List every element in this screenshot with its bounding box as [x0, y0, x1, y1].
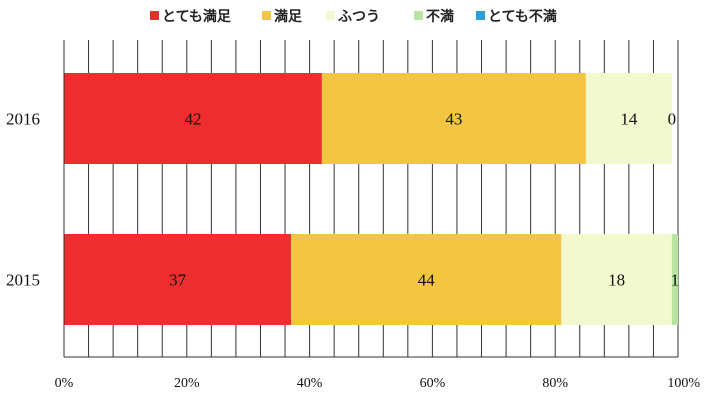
x-tick-label: 40%: [297, 376, 323, 391]
data-labels: 42 43 14 0 37 44 18 1: [169, 110, 679, 290]
bar-segment: [321, 73, 586, 164]
data-label: 1: [671, 271, 680, 290]
data-label: 14: [620, 110, 638, 129]
bars: [64, 73, 678, 325]
legend-swatch: [262, 11, 271, 20]
legend-label: とても不満: [488, 8, 557, 25]
bar-segment: [585, 73, 672, 164]
x-tick-label: 100%: [667, 376, 700, 391]
data-label: 43: [445, 110, 462, 129]
bar-segment: [64, 73, 322, 164]
data-label: 37: [169, 271, 187, 290]
bar-segment: [291, 234, 562, 325]
legend-label: 不満: [426, 8, 454, 25]
data-label: 18: [608, 271, 625, 290]
bar-segment: [561, 234, 672, 325]
x-tick-label: 80%: [542, 376, 568, 391]
x-tick-label: 60%: [420, 376, 446, 391]
axes: 2016 2015 0% 20% 40% 60% 80% 100%: [6, 40, 700, 391]
x-tick-label: 0%: [55, 376, 74, 391]
legend-label: とても満足: [162, 8, 232, 25]
legend-swatch: [476, 11, 485, 20]
bar-segment: [64, 234, 292, 325]
legend: とても満足 満足 ふつう 不満 とても不満: [150, 8, 557, 25]
data-label: 42: [184, 110, 201, 129]
legend-swatch: [150, 11, 159, 20]
data-label: 0: [668, 110, 677, 129]
bar-segment: [671, 234, 678, 325]
category-label: 2015: [6, 271, 40, 290]
legend-swatch: [414, 11, 423, 20]
category-label: 2016: [6, 110, 40, 129]
legend-label: ふつう: [338, 9, 380, 25]
legend-label: 満足: [274, 8, 303, 25]
x-tick-label: 20%: [174, 376, 200, 391]
legend-swatch: [326, 11, 335, 20]
data-label: 44: [418, 271, 436, 290]
